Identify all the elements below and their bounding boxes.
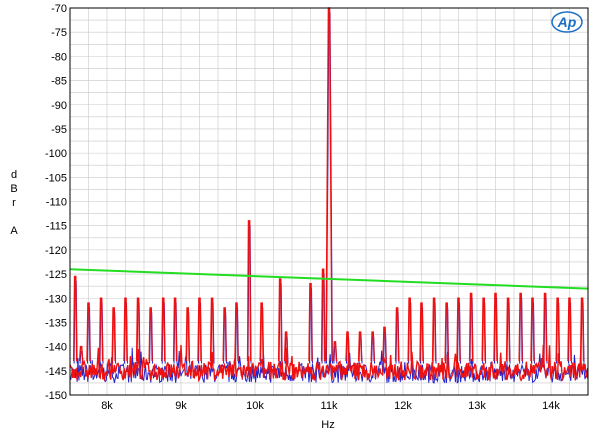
ylabel-char-d: d xyxy=(11,169,17,181)
ap-logo-text: Ap xyxy=(557,14,577,30)
y-tick-label: -90 xyxy=(51,100,67,112)
spectrum-peak-red xyxy=(505,297,511,362)
ap-logo-ring xyxy=(551,11,583,33)
y-tick-label: -120 xyxy=(45,245,67,257)
spectrum-peak-red xyxy=(246,220,252,362)
y-tick-label: -125 xyxy=(45,269,67,281)
y-tick-label: -145 xyxy=(45,366,67,378)
spectrum-peak-red xyxy=(78,345,84,362)
spectrum-peak-red xyxy=(283,331,289,362)
spectrum-peak-red xyxy=(72,275,78,362)
spectrum-peak-red xyxy=(332,341,338,362)
y-tick-label: -115 xyxy=(46,221,67,233)
y-tick-label: -130 xyxy=(45,293,67,305)
spectrum-peak-red xyxy=(111,307,116,362)
y-tick-label: -100 xyxy=(45,148,67,160)
spectrum-peak-red xyxy=(172,297,178,362)
spectrum-peak-red xyxy=(234,302,239,362)
spectrum-peak-red xyxy=(98,297,104,362)
series-layer xyxy=(69,7,589,384)
ylabel-char-a: A xyxy=(10,225,18,237)
spectrum-peak-red xyxy=(161,297,166,362)
y-tick-label: -95 xyxy=(51,124,67,136)
spectrum-peak-red xyxy=(530,297,535,362)
y-tick-label: -80 xyxy=(51,51,67,63)
spectrum-peak-red xyxy=(431,297,437,362)
spectrum-peak-red xyxy=(185,307,190,362)
spectrum-peak-red xyxy=(518,292,523,362)
spectrum-peak-red xyxy=(259,302,264,362)
spectrum-peak-red xyxy=(123,297,128,362)
x-tick-label: 13k xyxy=(468,400,486,412)
spectrum-peak-red xyxy=(209,297,215,362)
spectrum-peak-red xyxy=(481,297,486,362)
x-axis-ticks: 8k 9k 10k 11k 12k 13k 14k xyxy=(101,400,560,412)
y-tick-label: -85 xyxy=(51,76,67,88)
spectrum-peak-red xyxy=(579,297,585,362)
spectrum-peak-red xyxy=(148,307,153,362)
ylabel-char-r: r xyxy=(12,197,16,209)
spectrum-peak-red xyxy=(419,302,424,362)
x-tick-label: 10k xyxy=(246,400,264,412)
y-tick-label: -70 xyxy=(51,3,67,15)
spectrum-peak-red xyxy=(86,302,91,362)
spectrum-peak-red xyxy=(394,307,400,362)
x-tick-label: 14k xyxy=(542,400,560,412)
x-tick-label: 8k xyxy=(101,400,113,412)
spectrum-peak-red xyxy=(468,292,474,362)
y-tick-label: -135 xyxy=(45,317,67,329)
spectrum-peak-red xyxy=(382,326,387,362)
y-tick-label: -75 xyxy=(51,27,67,39)
x-axis-label: Hz xyxy=(321,419,334,431)
spectrum-peak-red xyxy=(357,331,363,362)
spectrum-peak-red xyxy=(320,268,326,362)
spectrum-peak-red xyxy=(567,297,572,362)
y-tick-label: -150 xyxy=(45,390,67,402)
ylabel-char-b: B xyxy=(10,183,17,195)
y-tick-label: -110 xyxy=(46,197,67,209)
y-tick-label: -105 xyxy=(45,172,67,184)
grid xyxy=(69,7,589,396)
plot-frame xyxy=(69,7,589,396)
y-axis-ticks: -70 -75 -80 -85 -90 -95 -100 -105 -110 -115 -120 -1… xyxy=(45,3,67,402)
spectrum-peak-red xyxy=(493,292,498,362)
spectrum-peak-red xyxy=(555,297,560,362)
ap-logo: Ap xyxy=(551,11,583,33)
spectrum-peak-red xyxy=(444,302,449,362)
spectrum-peak-red xyxy=(222,307,227,362)
spectrum-peak-red xyxy=(456,297,461,362)
x-tick-label: 12k xyxy=(394,400,412,412)
green-reference-line xyxy=(69,268,589,290)
spectrum-peak-red xyxy=(308,283,313,362)
x-tick-label: 11k xyxy=(321,400,338,412)
spectrum-peak-red xyxy=(197,297,202,362)
spectrum-peak-red xyxy=(370,331,375,362)
y-tick-label: -140 xyxy=(45,342,67,354)
spectrum-peak-red xyxy=(542,292,548,362)
spectrum-peak-red xyxy=(135,297,141,362)
spectrum-peak-red xyxy=(277,278,283,362)
x-tick-label: 9k xyxy=(175,400,187,412)
spectrum-noise-red xyxy=(69,344,589,383)
spectrum-peak-red xyxy=(407,297,412,362)
spectrum-peak-red xyxy=(345,331,350,362)
